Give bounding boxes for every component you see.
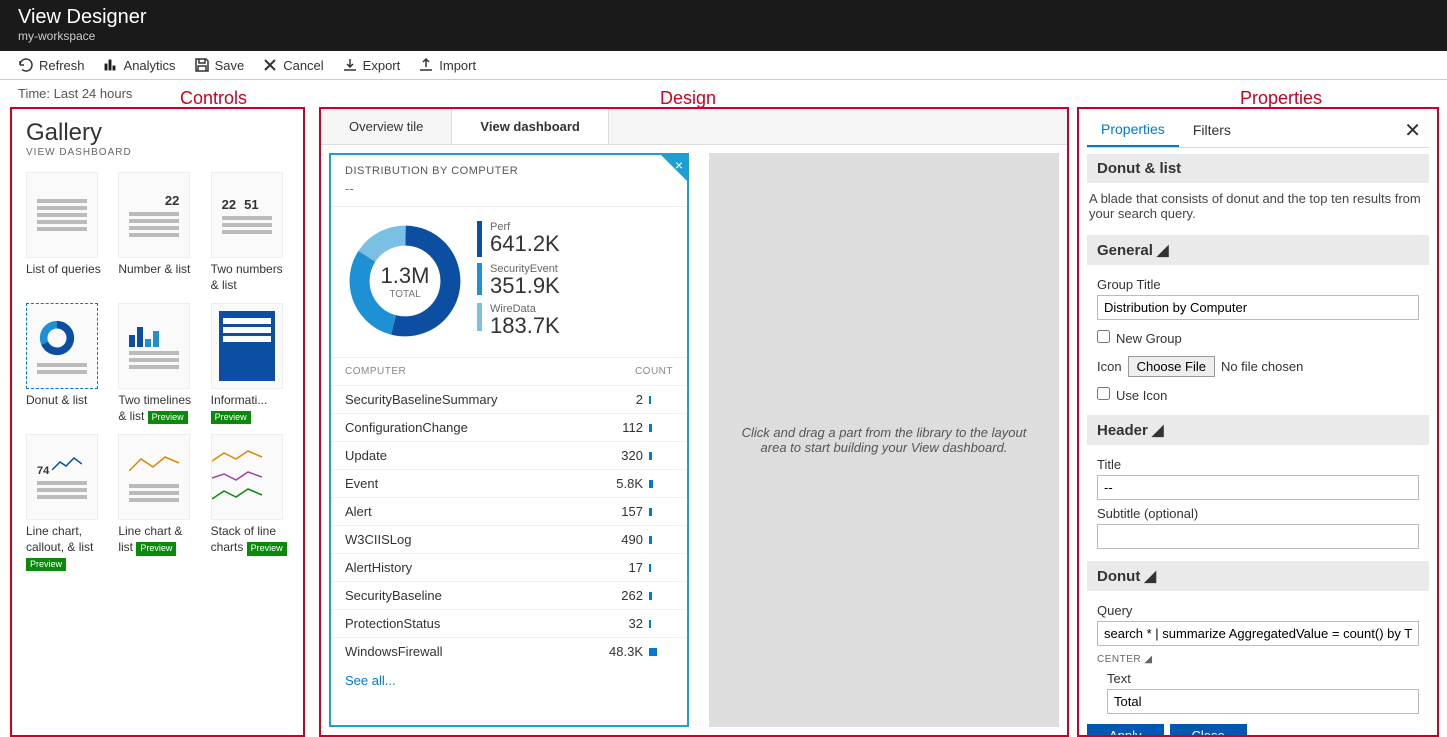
choose-file-button[interactable]: Choose File: [1128, 356, 1215, 377]
table-row[interactable]: W3CIISLog490: [331, 525, 687, 553]
group-title-label: Group Title: [1097, 277, 1419, 292]
prop-description: A blade that consists of donut and the t…: [1087, 183, 1429, 229]
table-row[interactable]: Alert157: [331, 497, 687, 525]
save-icon: [194, 57, 210, 73]
header-subtitle-input[interactable]: [1097, 524, 1419, 549]
gallery-item[interactable]: 74 Line chart, callout, & list Preview: [26, 434, 104, 571]
header-title-input[interactable]: [1097, 475, 1419, 500]
gallery-item[interactable]: 2251Two numbers & list: [211, 172, 289, 293]
gallery-title: Gallery: [26, 119, 289, 147]
drop-area[interactable]: Click and drag a part from the library t…: [709, 153, 1059, 727]
import-icon: [418, 57, 434, 73]
table-row[interactable]: WindowsFirewall48.3K: [331, 637, 687, 665]
page-title: View Designer: [18, 6, 1429, 29]
drop-hint: Click and drag a part from the library t…: [729, 425, 1039, 455]
analytics-icon: [103, 57, 119, 73]
header-section[interactable]: Header ◢: [1087, 415, 1429, 445]
properties-panel: Properties Filters ✕ Donut & list A blad…: [1077, 107, 1439, 737]
prop-section-title: Donut & list: [1087, 154, 1429, 183]
toolbar: Refresh Analytics Save Cancel Export Imp…: [0, 51, 1447, 80]
table-header-computer: COMPUTER: [345, 366, 603, 377]
refresh-icon: [18, 57, 34, 73]
controls-panel: Gallery VIEW DASHBOARD List of queries22…: [10, 107, 305, 737]
tab-overview-tile[interactable]: Overview tile: [321, 109, 452, 144]
cancel-button[interactable]: Cancel: [262, 57, 323, 73]
table-row[interactable]: AlertHistory17: [331, 553, 687, 581]
table-row[interactable]: Update320: [331, 441, 687, 469]
table-row[interactable]: SecurityBaselineSummary2: [331, 385, 687, 413]
table-row[interactable]: ConfigurationChange112: [331, 413, 687, 441]
donut-query-input[interactable]: [1097, 621, 1419, 646]
legend-item: WireData183.7K: [477, 303, 560, 337]
gallery-item[interactable]: Line chart & list Preview: [118, 434, 196, 571]
tab-properties[interactable]: Properties: [1087, 113, 1179, 147]
donut-center-value: 1.3M: [345, 263, 465, 289]
tab-view-dashboard[interactable]: View dashboard: [452, 109, 608, 144]
legend-item: Perf641.2K: [477, 221, 560, 257]
card-title: DISTRIBUTION BY COMPUTER: [331, 155, 687, 181]
save-button[interactable]: Save: [194, 57, 245, 73]
no-file-text: No file chosen: [1221, 359, 1303, 374]
use-icon-checkbox[interactable]: [1097, 387, 1110, 400]
see-all-link[interactable]: See all...: [331, 665, 687, 696]
donut-legend: Perf641.2K SecurityEvent351.9K WireData183…: [477, 221, 560, 343]
donut-section[interactable]: Donut ◢: [1087, 561, 1429, 591]
gallery-item[interactable]: Two timelines & list Preview: [118, 303, 196, 424]
refresh-button[interactable]: Refresh: [18, 57, 85, 73]
workspace-name: my-workspace: [18, 29, 1429, 43]
app-header: View Designer my-workspace: [0, 0, 1447, 51]
table-row[interactable]: Event5.8K: [331, 469, 687, 497]
gallery-item[interactable]: List of queries: [26, 172, 104, 293]
export-icon: [342, 57, 358, 73]
close-button[interactable]: Close: [1170, 724, 1247, 737]
apply-button[interactable]: Apply: [1087, 724, 1164, 737]
table-header-count: COUNT: [603, 366, 673, 377]
controls-region-label: Controls: [180, 88, 247, 109]
close-panel-button[interactable]: ✕: [1396, 118, 1429, 143]
group-title-input[interactable]: [1097, 295, 1419, 320]
donut-list-card[interactable]: DISTRIBUTION BY COMPUTER -- 1.3M TOTAL P…: [329, 153, 689, 727]
table-row[interactable]: ProtectionStatus32: [331, 609, 687, 637]
donut-center-label: TOTAL: [345, 289, 465, 300]
legend-item: SecurityEvent351.9K: [477, 263, 560, 297]
design-panel: Overview tile View dashboard DISTRIBUTIO…: [319, 107, 1069, 737]
close-icon[interactable]: [661, 155, 687, 181]
general-section[interactable]: General ◢: [1087, 235, 1429, 265]
import-button[interactable]: Import: [418, 57, 476, 73]
donut-center-text-input[interactable]: [1107, 689, 1419, 714]
export-button[interactable]: Export: [342, 57, 401, 73]
gallery-item[interactable]: Informati... Preview: [211, 303, 289, 424]
design-region-label: Design: [660, 88, 716, 109]
card-subtitle: --: [331, 181, 687, 207]
new-group-checkbox[interactable]: [1097, 330, 1110, 343]
gallery-item[interactable]: 22Number & list: [118, 172, 196, 293]
analytics-button[interactable]: Analytics: [103, 57, 176, 73]
donut-chart: 1.3M TOTAL: [345, 221, 465, 341]
table-row[interactable]: SecurityBaseline262: [331, 581, 687, 609]
tab-filters[interactable]: Filters: [1179, 114, 1245, 146]
icon-label: Icon: [1097, 359, 1122, 374]
properties-region-label: Properties: [1240, 88, 1322, 109]
cancel-icon: [262, 57, 278, 73]
gallery-item[interactable]: Stack of line charts Preview: [211, 434, 289, 571]
gallery-item[interactable]: Donut & list: [26, 303, 104, 424]
gallery-subtitle: VIEW DASHBOARD: [26, 147, 289, 158]
